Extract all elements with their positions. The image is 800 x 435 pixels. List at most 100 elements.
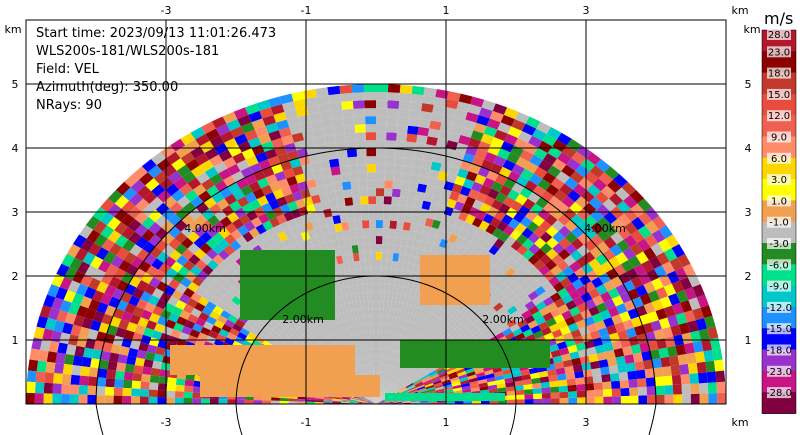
radar-gate	[134, 224, 149, 237]
radar-gate	[329, 231, 338, 242]
radar-gate	[201, 291, 214, 302]
radar-gate	[420, 374, 430, 381]
radar-gate	[413, 380, 423, 386]
radar-gate	[380, 389, 385, 398]
radar-gate	[99, 211, 114, 226]
radar-gate	[441, 114, 455, 125]
radar-gate	[615, 303, 628, 315]
radar-gate	[488, 275, 499, 286]
radar-gate	[137, 317, 149, 328]
radar-gate	[650, 319, 662, 332]
radar-gate	[138, 342, 149, 352]
radar-gate	[279, 397, 289, 402]
radar-gate	[376, 132, 387, 141]
radar-gate	[659, 274, 672, 287]
radar-gate	[138, 260, 152, 273]
radar-gate	[415, 382, 424, 388]
radar-gate	[488, 388, 498, 394]
radar-gate	[507, 126, 522, 139]
radar-gate	[185, 158, 200, 172]
radar-gate	[376, 400, 384, 404]
radar-gate	[632, 352, 644, 363]
radar-gate	[199, 140, 215, 154]
radar-gate	[521, 374, 532, 381]
radar-gate	[622, 345, 633, 356]
radar-gate	[569, 306, 581, 317]
radar-gate	[494, 331, 505, 341]
radar-gate	[537, 178, 551, 191]
radar-gate	[165, 183, 180, 196]
radar-gate	[470, 384, 480, 389]
radar-gate	[143, 191, 158, 205]
radar-gate	[358, 366, 363, 375]
radar-gate	[421, 200, 432, 211]
radar-gate	[361, 340, 366, 350]
radar-gate	[551, 219, 565, 232]
radar-gate	[478, 220, 490, 231]
radar-gate	[341, 400, 350, 403]
radar-gate	[554, 335, 566, 344]
radar-gate	[359, 357, 364, 366]
radar-gate	[589, 246, 603, 259]
colorbar-label: -9.0	[769, 282, 789, 293]
radar-gate	[301, 163, 313, 174]
radar-gate	[564, 177, 579, 190]
radar-gate	[447, 132, 461, 143]
radar-gate	[224, 233, 236, 245]
radar-gate	[83, 286, 97, 300]
radar-gate	[510, 200, 523, 212]
radar-gate	[391, 293, 398, 302]
radar-gate	[409, 272, 418, 281]
radar-gate	[348, 302, 355, 311]
radar-gate	[351, 188, 361, 198]
radar-gate	[55, 352, 66, 364]
radar-gate	[395, 229, 403, 238]
radar-gate	[388, 284, 395, 294]
colorbar-label-bg	[767, 323, 791, 335]
radar-gate	[379, 372, 383, 381]
radar-gate	[306, 178, 317, 189]
radar-gate	[358, 400, 368, 403]
radar-gate	[42, 328, 54, 341]
radar-gate	[346, 213, 355, 222]
radar-gate	[633, 264, 647, 277]
radar-gate	[386, 300, 392, 309]
radar-gate	[236, 159, 250, 171]
radar-gate	[163, 195, 177, 209]
radar-gate	[606, 268, 619, 281]
radar-gate	[498, 203, 511, 215]
radar-gate	[480, 313, 490, 322]
radar-gate	[168, 312, 180, 323]
radar-gate	[380, 332, 385, 341]
radar-gate	[295, 106, 309, 117]
radar-gate	[541, 280, 553, 292]
radar-gate	[607, 287, 620, 299]
radar-gate	[386, 385, 393, 392]
radar-gate	[692, 307, 705, 321]
radar-gate	[232, 189, 245, 201]
radar-gate	[116, 362, 127, 372]
radar-gate	[462, 119, 477, 131]
radar-gate	[489, 324, 500, 333]
radar-gate	[175, 384, 185, 392]
radar-gate	[369, 324, 374, 333]
radar-gate	[247, 238, 259, 249]
radar-gate	[637, 386, 648, 396]
radar-gate	[155, 298, 168, 310]
radar-gate	[241, 148, 255, 160]
radar-gate	[242, 231, 254, 243]
radar-gate	[623, 234, 638, 248]
radar-gate	[72, 234, 87, 249]
radar-gate	[469, 380, 479, 386]
colorbar-label-bg	[767, 344, 791, 356]
radar-gate	[376, 100, 388, 109]
radar-gate	[610, 218, 625, 232]
radar-gate	[301, 130, 315, 141]
radar-gate	[343, 124, 356, 134]
radar-gate	[449, 191, 460, 202]
radar-gate	[376, 228, 383, 237]
radar-gate	[343, 116, 355, 126]
radar-gate	[494, 259, 506, 270]
radar-gate	[421, 319, 429, 328]
radar-gate	[347, 156, 358, 166]
